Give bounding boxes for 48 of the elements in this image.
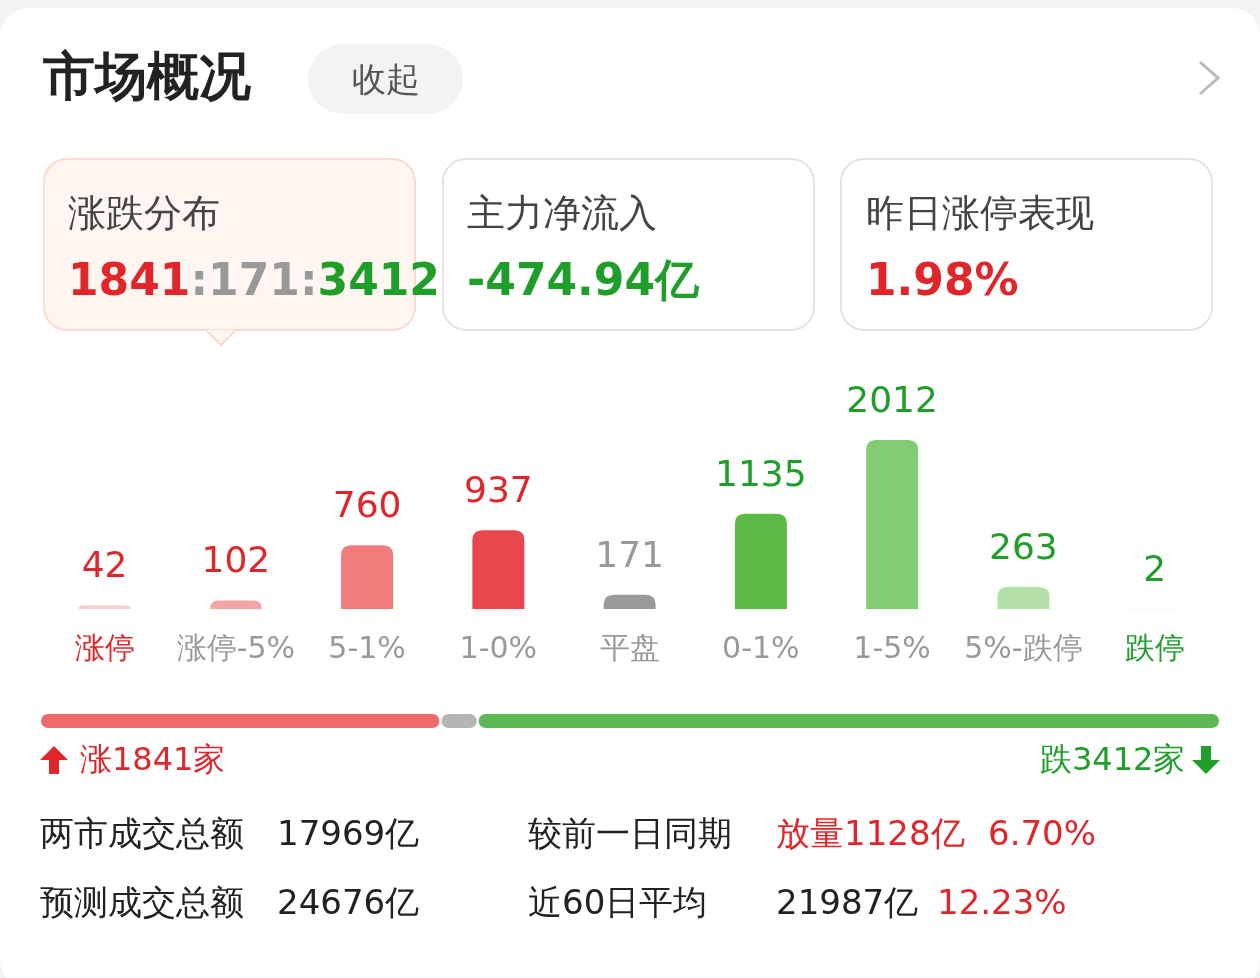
data-label: 760 xyxy=(331,484,403,526)
text: 1.98% xyxy=(866,254,1019,305)
bar xyxy=(603,594,656,609)
text: 市场概况 xyxy=(43,46,251,106)
x-tick-label: 涨停-5% xyxy=(175,630,297,665)
bar xyxy=(997,586,1050,609)
text: 跌3412家 xyxy=(1040,740,1186,778)
text: 6.70% xyxy=(988,813,1097,853)
data-label: 2012 xyxy=(845,379,939,420)
data-label: 937 xyxy=(463,469,534,511)
text: 1841 xyxy=(68,254,191,305)
text: 昨日涨停表现 xyxy=(866,191,1094,235)
bar xyxy=(472,530,525,609)
x-tick-label: 0-1% xyxy=(721,630,801,665)
data-label: 171 xyxy=(594,533,665,575)
text: 17969亿 xyxy=(277,813,420,853)
x-tick-label: 平盘 xyxy=(598,630,661,665)
x-tick-label: 5-1% xyxy=(327,630,407,665)
text: 24676亿 xyxy=(277,882,420,922)
text: 涨跌分布 xyxy=(68,191,220,235)
text: 两市成交总额 xyxy=(40,813,244,853)
text: 较前一日同期 xyxy=(528,813,732,853)
text: 收起 xyxy=(308,44,463,114)
bar xyxy=(734,513,787,609)
text: 12.23% xyxy=(937,882,1067,922)
x-tick-label: 5%-跌停 xyxy=(963,630,1084,665)
data-label: 102 xyxy=(200,539,272,581)
data-label: 42 xyxy=(80,544,129,586)
text: 预测成交总额 xyxy=(40,882,244,922)
bar xyxy=(209,600,262,609)
text: 放量1128亿 xyxy=(776,813,965,853)
x-tick-label: 1-0% xyxy=(458,630,539,665)
text: 3412 xyxy=(317,254,440,305)
text: -474.94亿 xyxy=(467,254,700,305)
x-tick-label: 1-5% xyxy=(852,630,932,665)
data-label: 263 xyxy=(988,525,1059,567)
text: :171: xyxy=(190,254,318,305)
data-label: 2 xyxy=(1142,547,1168,589)
text: 涨1841家 xyxy=(80,740,226,778)
text: 21987亿 xyxy=(776,882,919,922)
bar xyxy=(341,545,394,609)
x-tick-label: 涨停 xyxy=(73,630,136,665)
x-tick-label: 跌停 xyxy=(1123,630,1186,665)
text: 主力净流入 xyxy=(467,191,657,235)
text: 近60日平均 xyxy=(528,882,708,922)
bar xyxy=(78,605,131,609)
bar xyxy=(866,440,919,609)
data-label: 1135 xyxy=(714,452,808,494)
